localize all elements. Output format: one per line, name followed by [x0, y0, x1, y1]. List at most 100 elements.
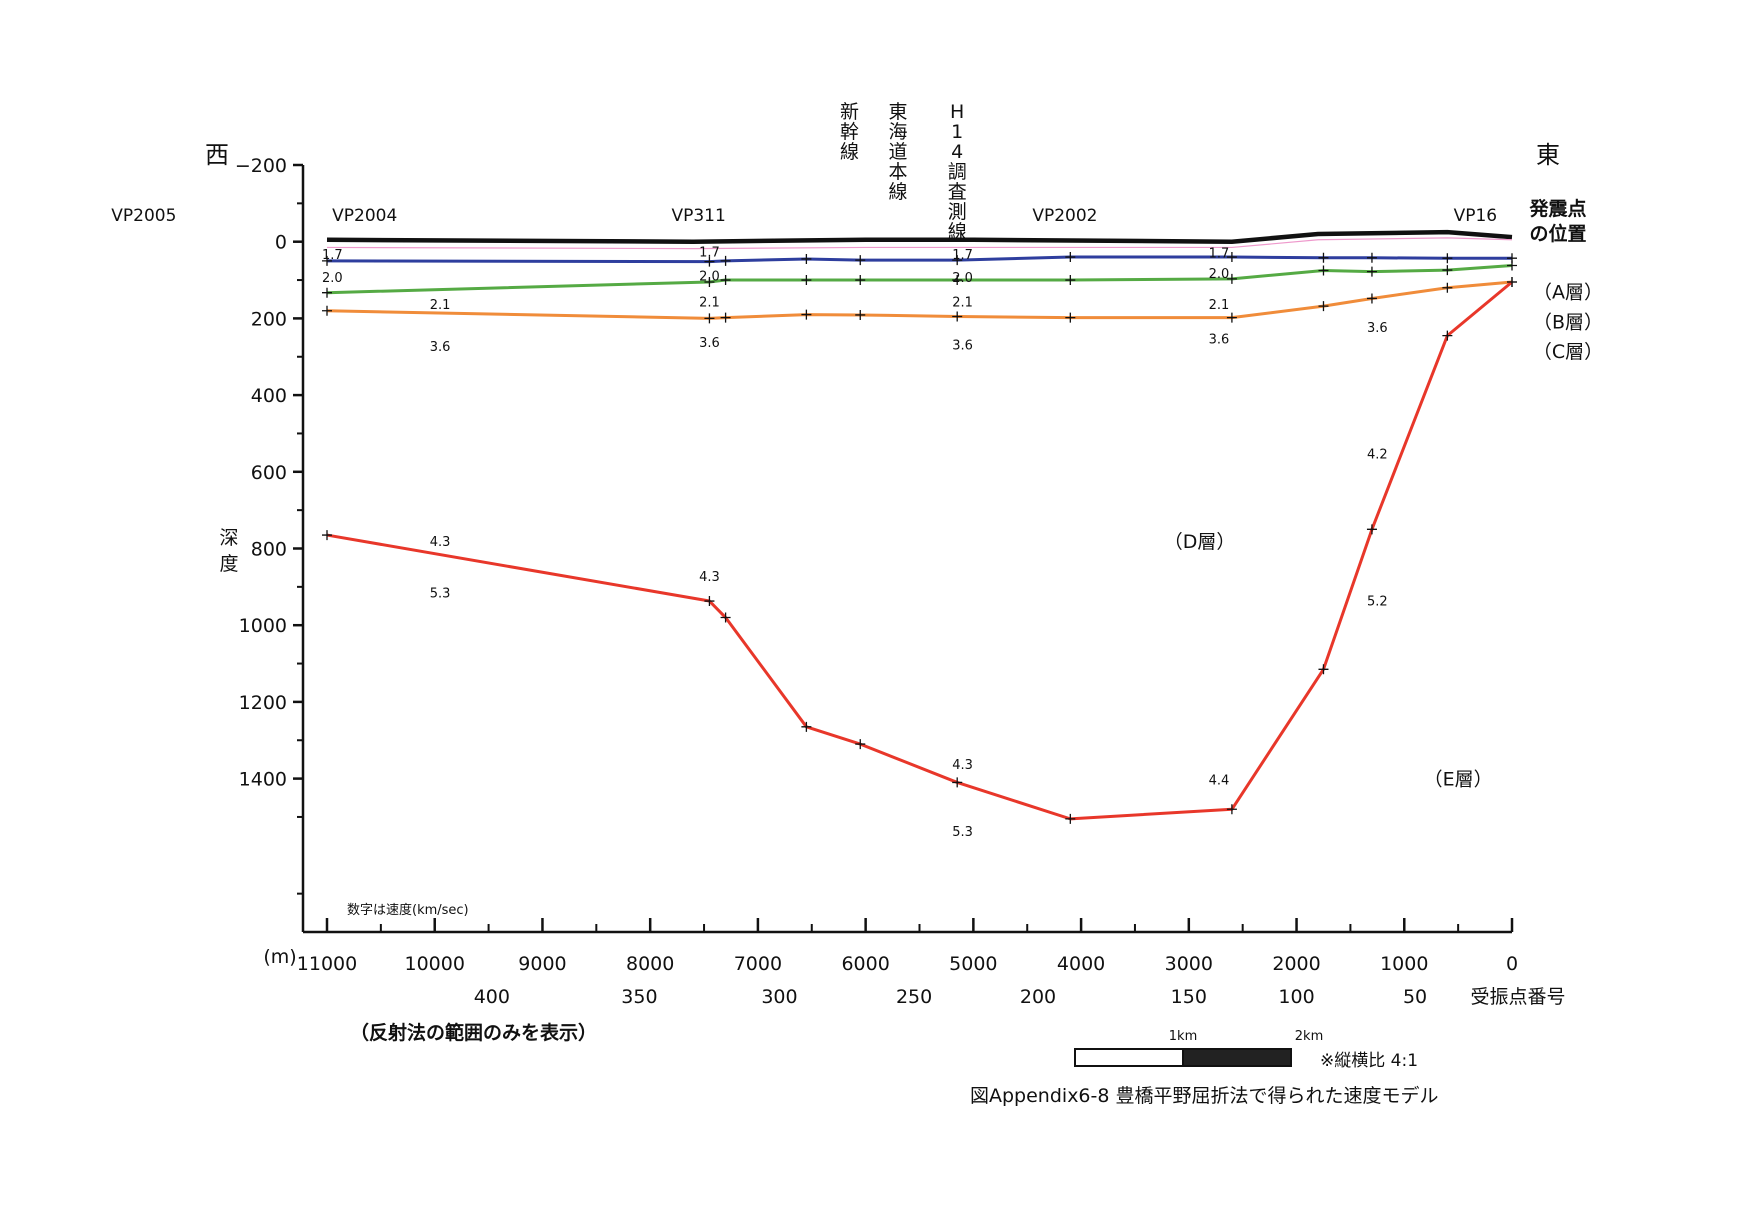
shot-point-label: VP2004	[332, 206, 397, 226]
crossing-label-char: 測	[948, 201, 967, 223]
data-point-marker	[704, 276, 715, 287]
x-tick-label: 2000	[1272, 953, 1320, 975]
y-tick-label: 1400	[239, 769, 287, 791]
velocity-label: 3.6	[430, 340, 451, 355]
crossing-label-char: 査	[948, 181, 967, 203]
receiver-tick-label: 350	[621, 986, 657, 1008]
crossing-label-char: 線	[888, 181, 907, 203]
receiver-tick-label: 400	[474, 986, 510, 1008]
speed-note: 数字は速度(km/sec)	[347, 902, 469, 918]
x-tick-label: 9000	[518, 953, 566, 975]
velocity-label: 3.6	[1209, 332, 1230, 347]
velocity-label: 4.3	[952, 758, 973, 773]
series-line-2	[326, 255, 1512, 264]
x-tick-label: 5000	[949, 953, 997, 975]
receiver-tick-label: 300	[761, 986, 797, 1008]
x-tick-label: 3000	[1165, 953, 1213, 975]
velocity-label: 2.0	[952, 271, 973, 286]
data-point-marker	[801, 275, 812, 286]
data-point-marker	[1226, 252, 1237, 263]
x-tick-label: 8000	[626, 953, 674, 975]
layer-label: （E層）	[1424, 769, 1493, 791]
velocity-label: 3.6	[699, 336, 720, 351]
y-tick-label: 400	[251, 385, 287, 407]
receiver-tick-label: 50	[1403, 986, 1427, 1008]
crossing-label-char: 調	[948, 161, 967, 183]
y-tick-label: 200	[251, 308, 287, 330]
crossing-label-char: 道	[888, 141, 907, 163]
velocity-label: 2.1	[699, 296, 720, 311]
x-tick-label: 10000	[405, 953, 465, 975]
data-point-marker	[1442, 282, 1453, 293]
crossing-label-char: 線	[840, 141, 859, 163]
receiver-tick-label: 100	[1278, 986, 1314, 1008]
series-line-3	[326, 263, 1513, 295]
data-point-marker	[704, 256, 715, 267]
data-point-marker	[855, 275, 866, 286]
layer-label: （D層）	[1164, 531, 1236, 553]
data-point-marker	[1065, 312, 1076, 323]
series-line-5	[326, 280, 1513, 821]
layer-label: （A層）	[1533, 282, 1603, 304]
data-point-marker	[1366, 293, 1377, 304]
data-point-marker	[720, 612, 731, 623]
data-point-marker	[704, 313, 715, 324]
data-point-marker	[952, 255, 963, 266]
velocity-label: 5.3	[430, 587, 451, 602]
data-point-marker	[952, 311, 963, 322]
crossing-label-char: 1	[951, 121, 963, 143]
data-point-marker	[322, 305, 332, 316]
layer-label: （B層）	[1533, 311, 1603, 333]
data-point-marker	[1226, 273, 1237, 284]
x-tick-label: 7000	[734, 953, 782, 975]
velocity-label: 4.3	[430, 535, 451, 550]
receiver-tick-label: 250	[896, 986, 932, 1008]
east-label: 東	[1536, 141, 1560, 169]
x-tick-label: 4000	[1057, 953, 1105, 975]
data-point-marker	[801, 309, 812, 320]
west-label: 西	[205, 141, 229, 169]
data-point-marker	[704, 596, 715, 607]
data-point-marker	[1318, 265, 1329, 276]
velocity-label: 5.3	[952, 825, 973, 840]
y-tick-label: 1000	[239, 615, 287, 637]
velocity-label: 2.0	[322, 271, 343, 286]
shot-point-label: VP2002	[1032, 206, 1097, 226]
velocity-label: 3.6	[952, 338, 973, 353]
velocity-label: 1.7	[1209, 246, 1230, 261]
x-tick-label: 0	[1506, 953, 1518, 975]
aspect-note: ※縦横比 4:1	[1320, 1051, 1418, 1071]
x-tick-label: 1000	[1380, 953, 1428, 975]
data-point-marker	[1442, 265, 1453, 276]
data-point-marker	[1507, 276, 1517, 287]
data-point-marker	[855, 309, 866, 320]
data-point-marker	[720, 275, 731, 286]
scale-bar-white	[1074, 1048, 1184, 1067]
velocity-label: 4.4	[1209, 773, 1230, 788]
velocity-label: 1.7	[699, 245, 720, 260]
data-point-marker	[1442, 330, 1453, 341]
data-point-marker	[322, 287, 332, 298]
data-point-marker	[322, 530, 332, 541]
scale-bar-black	[1182, 1048, 1292, 1067]
crossing-label-char: 4	[951, 141, 963, 163]
shot-point-label: VP311	[671, 206, 725, 226]
velocity-label: 1.7	[322, 248, 343, 263]
shot-point-label: VP2005	[111, 206, 176, 226]
data-point-marker	[1366, 252, 1377, 263]
data-point-marker	[1366, 266, 1377, 277]
data-point-marker	[720, 255, 731, 266]
data-point-marker	[1318, 252, 1329, 263]
data-point-marker	[1366, 524, 1377, 535]
x-unit-label: (m)	[263, 946, 296, 968]
y-tick-label: 600	[251, 462, 287, 484]
y-tick-label: 800	[251, 539, 287, 561]
crossing-label-char: 幹	[840, 121, 859, 143]
x-tick-label: 6000	[841, 953, 889, 975]
velocity-label: 3.6	[1367, 321, 1388, 336]
data-point-marker	[855, 255, 866, 266]
data-point-marker	[1065, 275, 1076, 286]
crossing-label-char: 東	[888, 101, 907, 123]
series-line-0	[326, 229, 1513, 244]
